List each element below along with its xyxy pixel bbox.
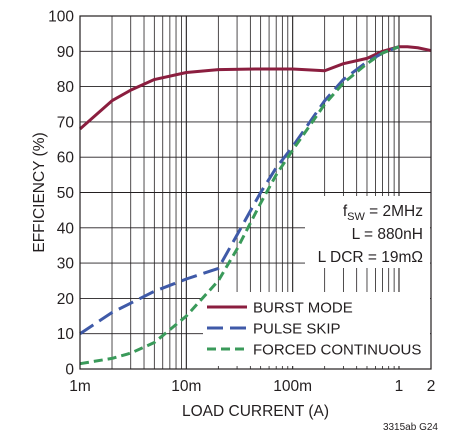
legend-label-burst-mode: BURST MODE [253, 300, 353, 317]
y-tick-label: 20 [57, 291, 75, 308]
y-tick-label: 80 [57, 79, 75, 96]
x-axis-label: LOAD CURRENT (A) [182, 403, 329, 420]
x-tick-label: 10m [171, 378, 201, 395]
y-tick-label: 90 [57, 44, 75, 61]
pulse-skip-line [79, 45, 400, 335]
legend-label-forced-continuous: FORCED CONTINUOUS [253, 342, 421, 359]
legend: BURST MODE PULSE SKIP FORCED CONTINUOUS [207, 300, 421, 359]
plot-frame [79, 15, 432, 370]
series-layer [79, 45, 432, 366]
y-tick-label: 50 [57, 185, 75, 202]
burst-mode-line [79, 45, 432, 131]
y-tick-label: 30 [57, 256, 75, 273]
y-tick-label: 100 [48, 9, 74, 26]
y-tick-label: 70 [57, 114, 75, 131]
y-tick-labels: 0 10 20 30 40 50 60 70 80 90 100 [48, 9, 74, 379]
legend-label-pulse-skip: PULSE SKIP [253, 321, 341, 338]
x-tick-label: 100m [273, 378, 312, 395]
y-axis-label: EFFICIENCY (%) [31, 132, 48, 252]
annotation-box [305, 196, 430, 268]
annotations: fSW = 2MHz L = 880nH L DCR = 19mΩ [318, 203, 423, 266]
annotation-0: fSW = 2MHz [343, 203, 423, 223]
y-tick-label: 40 [57, 220, 75, 237]
y-tick-label: 10 [57, 326, 75, 343]
y-tick-label: 0 [65, 362, 74, 379]
y-tick-label: 60 [57, 150, 75, 167]
figure-code: 3315ab G24 [383, 422, 438, 433]
annotation-1: L = 880nH [352, 226, 423, 243]
forced-continuous-line [79, 45, 400, 366]
x-tick-label: 1m [69, 378, 91, 395]
x-tick-label: 2 [427, 378, 436, 395]
annotation-2: L DCR = 19mΩ [318, 249, 423, 266]
x-tick-label: 1 [395, 378, 404, 395]
x-tick-labels: 1m 10m 100m 1 2 [69, 378, 435, 395]
